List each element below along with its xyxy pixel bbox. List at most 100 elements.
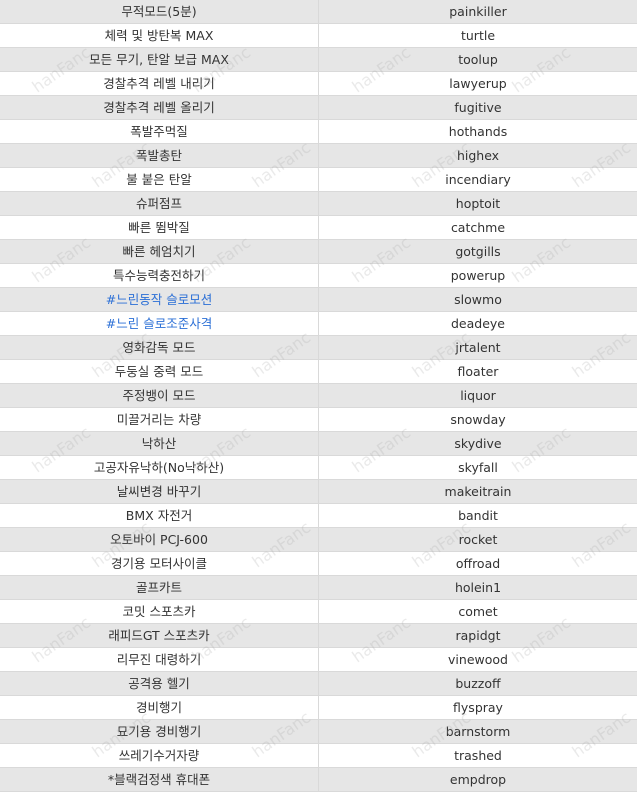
cheat-code-cell: toolup <box>318 47 637 72</box>
table-row: BMX 자전거 bandit <box>0 503 637 528</box>
table-row: 낙하산 skydive <box>0 431 637 456</box>
cheat-effect-cell: 묘기용 경비행기 <box>0 719 319 744</box>
cheat-code-cell: hoptoit <box>318 191 637 216</box>
cheat-code-cell: buzzoff <box>318 671 637 696</box>
cheat-effect-cell: 날씨변경 바꾸기 <box>0 479 319 504</box>
cheat-code-cell: vinewood <box>318 647 637 672</box>
cheat-code-cell: lawyerup <box>318 71 637 96</box>
table-row: 무적모드(5분) painkiller <box>0 0 637 24</box>
table-row: #느린 슬로조준사격 deadeye <box>0 311 637 336</box>
cheat-effect-cell: 쓰레기수거자량 <box>0 743 319 768</box>
cheat-code-cell: empdrop <box>318 767 637 792</box>
cheat-code-cell: offroad <box>318 551 637 576</box>
cheat-effect-cell: BMX 자전거 <box>0 503 319 528</box>
cheat-code-cell: highex <box>318 143 637 168</box>
cheat-code-cell: snowday <box>318 407 637 432</box>
cheat-effect-cell: 무적모드(5분) <box>0 0 319 24</box>
cheat-effect-cell: 모든 무기, 탄알 보급 MAX <box>0 47 319 72</box>
cheat-effect-cell: 미끌거리는 차량 <box>0 407 319 432</box>
table-row: 공격용 헬기 buzzoff <box>0 671 637 696</box>
table-row: 경기용 모터사이클 offroad <box>0 551 637 576</box>
cheat-effect-cell: 경찰추격 레벨 올리기 <box>0 95 319 120</box>
table-row: 경찰추격 레벨 올리기 fugitive <box>0 95 637 120</box>
cheat-effect-cell: 영화감독 모드 <box>0 335 319 360</box>
cheat-code-cell: skydive <box>318 431 637 456</box>
table-row: 오토바이 PCJ-600 rocket <box>0 527 637 552</box>
table-row: 경찰추격 레벨 내리기 lawyerup <box>0 71 637 96</box>
cheat-code-cell: makeitrain <box>318 479 637 504</box>
cheat-effect-cell: 코밋 스포츠카 <box>0 599 319 624</box>
table-row: 주정뱅이 모드 liquor <box>0 383 637 408</box>
cheat-effect-cell: 낙하산 <box>0 431 319 456</box>
cheat-code-cell: slowmo <box>318 287 637 312</box>
table-row: 폭발총탄 highex <box>0 143 637 168</box>
table-row: *블랙검정색 휴대폰 empdrop <box>0 767 637 792</box>
cheat-code-cell: rapidgt <box>318 623 637 648</box>
table-row: 경비행기 flyspray <box>0 695 637 720</box>
cheat-effect-cell: 체력 및 방탄복 MAX <box>0 23 319 48</box>
cheat-effect-cell: 경비행기 <box>0 695 319 720</box>
table-row: 날씨변경 바꾸기 makeitrain <box>0 479 637 504</box>
cheat-effect-cell: 고공자유낙하(No낙하산) <box>0 455 319 480</box>
cheat-code-cell: barnstorm <box>318 719 637 744</box>
table-row: #느린동작 슬로모션 slowmo <box>0 287 637 312</box>
cheat-code-cell: trashed <box>318 743 637 768</box>
cheat-effect-cell: 주정뱅이 모드 <box>0 383 319 408</box>
cheat-effect-cell: #느린동작 슬로모션 <box>0 287 319 312</box>
table-row: 리무진 대령하기 vinewood <box>0 647 637 672</box>
table-row: 쓰레기수거자량 trashed <box>0 743 637 768</box>
cheat-code-cell: bandit <box>318 503 637 528</box>
cheat-code-cell: deadeye <box>318 311 637 336</box>
cheat-code-cell: comet <box>318 599 637 624</box>
cheat-code-cell: hothands <box>318 119 637 144</box>
table-row: 불 붙은 탄알 incendiary <box>0 167 637 192</box>
table-row: 폭발주먹질 hothands <box>0 119 637 144</box>
table-row: 고공자유낙하(No낙하산) skyfall <box>0 455 637 480</box>
cheat-effect-cell: 빠른 뜀박질 <box>0 215 319 240</box>
cheat-code-cell: gotgills <box>318 239 637 264</box>
cheat-code-cell: painkiller <box>318 0 637 24</box>
cheat-effect-cell: 래피드GT 스포츠카 <box>0 623 319 648</box>
cheat-effect-cell: 경기용 모터사이클 <box>0 551 319 576</box>
table-row: 미끌거리는 차량 snowday <box>0 407 637 432</box>
table-row: 묘기용 경비행기 barnstorm <box>0 719 637 744</box>
cheat-code-cell: catchme <box>318 215 637 240</box>
cheat-code-cell: jrtalent <box>318 335 637 360</box>
cheat-effect-cell: 골프카트 <box>0 575 319 600</box>
cheat-effect-cell: 오토바이 PCJ-600 <box>0 527 319 552</box>
table-row: 코밋 스포츠카 comet <box>0 599 637 624</box>
cheat-code-cell: rocket <box>318 527 637 552</box>
cheat-code-cell: fugitive <box>318 95 637 120</box>
cheat-effect-cell: #느린 슬로조준사격 <box>0 311 319 336</box>
cheat-effect-cell: 두둥실 중력 모드 <box>0 359 319 384</box>
cheat-effect-cell: 경찰추격 레벨 내리기 <box>0 71 319 96</box>
cheat-effect-cell: 폭발총탄 <box>0 143 319 168</box>
table-row: 모든 무기, 탄알 보급 MAX toolup <box>0 47 637 72</box>
table-row: 체력 및 방탄복 MAX turtle <box>0 23 637 48</box>
table-row: 영화감독 모드 jrtalent <box>0 335 637 360</box>
table-row: 빠른 헤엄치기 gotgills <box>0 239 637 264</box>
cheat-code-cell: turtle <box>318 23 637 48</box>
table-row: 두둥실 중력 모드 floater <box>0 359 637 384</box>
cheat-code-cell: powerup <box>318 263 637 288</box>
cheat-effect-cell: 폭발주먹질 <box>0 119 319 144</box>
cheat-code-cell: liquor <box>318 383 637 408</box>
table-row: 골프카트 holein1 <box>0 575 637 600</box>
cheat-effect-cell: 공격용 헬기 <box>0 671 319 696</box>
cheat-code-cell: floater <box>318 359 637 384</box>
cheat-effect-cell: 불 붙은 탄알 <box>0 167 319 192</box>
cheat-effect-cell: 빠른 헤엄치기 <box>0 239 319 264</box>
table-row: 슈퍼점프 hoptoit <box>0 191 637 216</box>
cheat-effect-cell: *블랙검정색 휴대폰 <box>0 767 319 792</box>
cheat-effect-cell: 슈퍼점프 <box>0 191 319 216</box>
cheat-code-cell: flyspray <box>318 695 637 720</box>
cheat-code-cell: holein1 <box>318 575 637 600</box>
cheat-effect-cell: 특수능력충전하기 <box>0 263 319 288</box>
table-row: 빠른 뜀박질 catchme <box>0 215 637 240</box>
cheat-effect-cell: 리무진 대령하기 <box>0 647 319 672</box>
cheat-code-cell: skyfall <box>318 455 637 480</box>
table-row: 특수능력충전하기 powerup <box>0 263 637 288</box>
table-row: 래피드GT 스포츠카 rapidgt <box>0 623 637 648</box>
